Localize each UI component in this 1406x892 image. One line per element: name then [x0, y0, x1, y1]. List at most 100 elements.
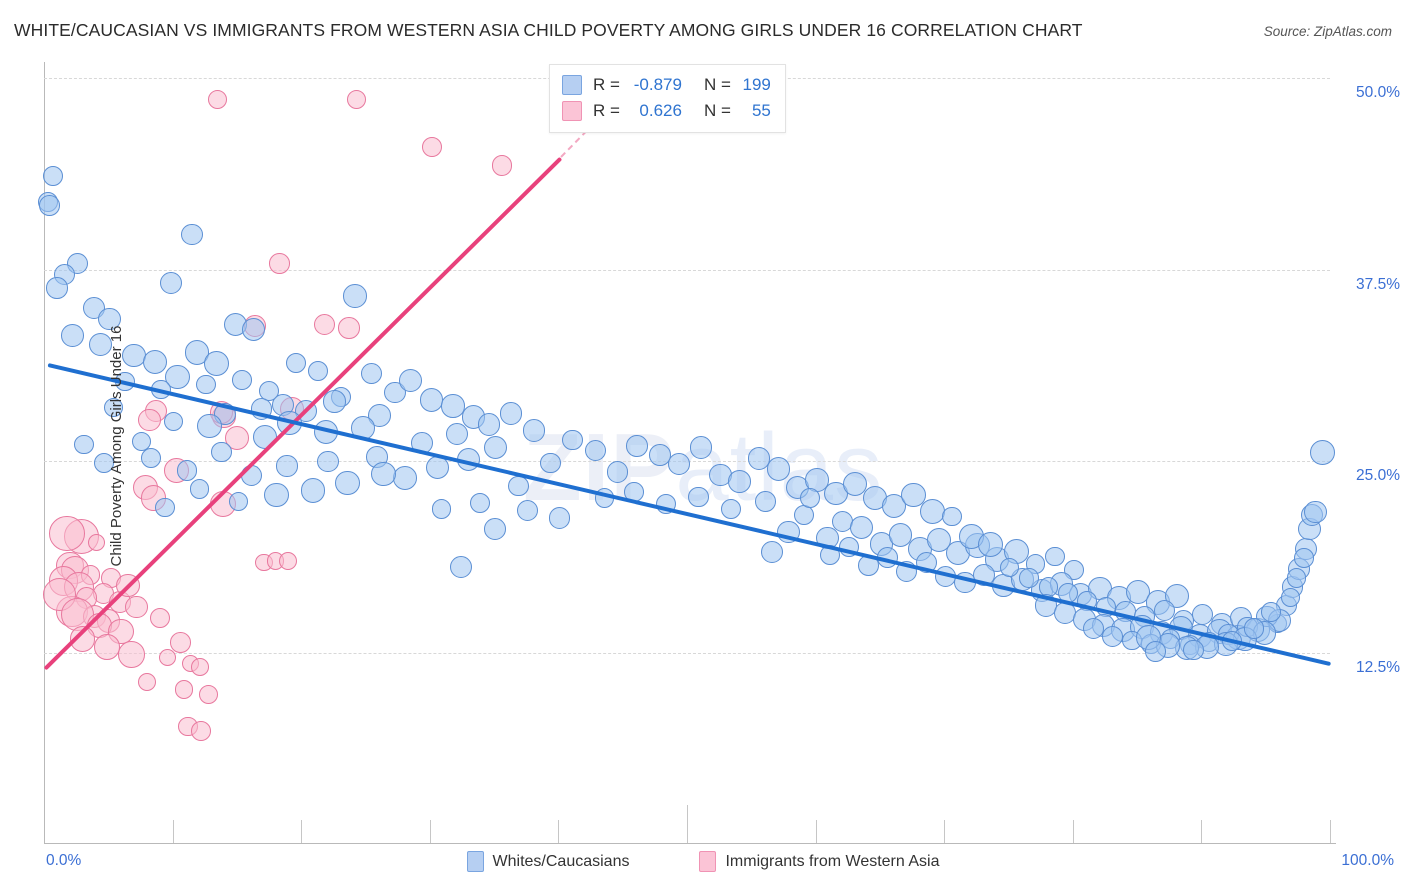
scatter-point: [241, 317, 266, 342]
x-axis-tick: [301, 820, 303, 843]
scatter-point: [313, 314, 335, 336]
scatter-point: [98, 307, 121, 330]
scatter-point: [942, 506, 962, 527]
gridline: [44, 653, 1330, 654]
y-tick-label: 25.0%: [1356, 467, 1400, 485]
scatter-point: [399, 368, 422, 392]
scatter-point: [371, 461, 396, 486]
scatter-point: [346, 89, 367, 110]
scatter-point: [118, 641, 145, 668]
scatter-point: [94, 452, 115, 473]
scatter-point: [211, 441, 232, 463]
y-tick-label: 12.5%: [1356, 659, 1400, 676]
legend-swatch-pink: [562, 101, 582, 121]
scatter-point: [279, 551, 298, 571]
series-legend: Whites/Caucasians Immigrants from Wester…: [0, 851, 1406, 872]
scatter-point: [431, 499, 452, 519]
scatter-point: [158, 649, 176, 667]
scatter-point: [49, 515, 85, 552]
scatter-point: [46, 277, 68, 299]
scatter-point: [232, 370, 252, 390]
scatter-point: [393, 466, 418, 491]
scatter-point: [252, 424, 278, 450]
x-axis-tick: [172, 820, 174, 843]
y-tick-label: 50.0%: [1356, 84, 1400, 101]
scatter-point: [1153, 599, 1175, 621]
scatter-point: [285, 353, 307, 374]
scatter-point: [419, 388, 443, 412]
scatter-point: [361, 363, 383, 385]
legend-label-pink: Immigrants from Western Asia: [725, 852, 940, 870]
scatter-point: [516, 499, 539, 522]
legend-marker-blue: [466, 851, 484, 872]
scatter-point: [1280, 588, 1300, 608]
x-axis-max-label: 100.0%: [1341, 852, 1394, 869]
scatter-point: [606, 461, 629, 483]
scatter-point: [843, 472, 868, 497]
scatter-point: [343, 283, 367, 308]
legend-label-blue: Whites/Caucasians: [492, 852, 630, 870]
x-axis-tick: [558, 820, 560, 843]
x-axis-tick: [1201, 820, 1203, 843]
scatter-point: [103, 397, 124, 418]
scatter-point: [268, 253, 290, 274]
scatter-point: [138, 408, 161, 432]
gridline: [44, 269, 1330, 271]
scatter-point: [164, 411, 184, 431]
legend-item-whites[interactable]: Whites/Caucasians: [466, 851, 630, 872]
correlation-stats-box: R = -0.879 N = 199 R = 0.626 N = 55: [549, 64, 786, 133]
scatter-point: [422, 137, 443, 157]
scatter-point: [317, 450, 339, 473]
scatter-point: [125, 595, 148, 619]
scatter-point: [142, 349, 167, 374]
scatter-point: [368, 404, 391, 427]
scatter-point: [88, 534, 106, 552]
scatter-point: [197, 413, 223, 439]
y-axis-title: Child Poverty Among Girls Under 16: [107, 325, 125, 567]
x-axis-tick: [944, 820, 946, 843]
scatter-point: [484, 517, 507, 540]
scatter-point: [276, 455, 298, 477]
scatter-point: [42, 165, 64, 187]
scatter-point: [137, 673, 156, 692]
scatter-point: [800, 488, 821, 509]
scatter-point: [1183, 639, 1204, 661]
scatter-point: [978, 531, 1003, 557]
scatter-point: [38, 194, 60, 216]
scatter-point: [335, 470, 360, 495]
scatter-point: [760, 540, 784, 563]
scatter-point: [445, 422, 468, 445]
scatter-point: [189, 479, 210, 499]
scatter-point: [522, 419, 546, 443]
scatter-point: [1082, 617, 1105, 640]
y-axis-line: [44, 62, 45, 843]
scatter-point: [149, 607, 170, 628]
scatter-point: [548, 507, 571, 529]
scatter-point: [1294, 548, 1315, 568]
scatter-point: [190, 657, 209, 676]
scatter-point: [720, 498, 741, 520]
scatter-point: [1309, 439, 1335, 465]
scatter-point: [850, 515, 874, 539]
scatter-point: [688, 486, 709, 507]
scatter-point: [690, 436, 713, 459]
scatter-point: [920, 499, 946, 525]
scatter-point: [747, 446, 771, 470]
legend-item-immigrants[interactable]: Immigrants from Western Asia: [699, 851, 939, 872]
scatter-point: [668, 453, 691, 476]
blue-n-value: 199: [742, 75, 771, 94]
scatter-point: [755, 490, 776, 512]
scatter-point: [89, 333, 113, 357]
scatter-point: [160, 272, 183, 295]
scatter-point: [441, 394, 465, 418]
scatter-point: [307, 360, 329, 382]
scatter-point: [1286, 568, 1307, 588]
scatter-point: [208, 89, 228, 110]
scatter-point: [190, 721, 211, 742]
scatter-point: [228, 491, 248, 511]
scatter-point: [132, 431, 152, 452]
scatter-point: [1244, 618, 1265, 639]
scatter-point: [449, 556, 472, 579]
blue-r-value: -0.879: [633, 75, 682, 94]
